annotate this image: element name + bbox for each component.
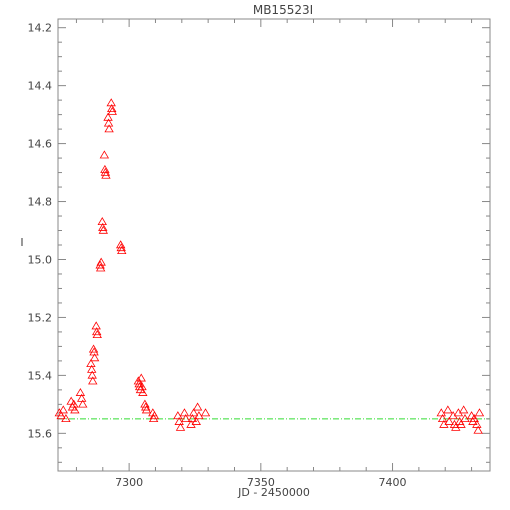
data-point [191,416,201,425]
data-point [91,321,101,330]
data-point [179,408,190,417]
data-point [134,379,144,388]
data-points [54,98,485,434]
data-point [187,414,198,423]
axis-ticks [58,19,490,471]
data-point [443,405,453,414]
data-point [88,344,99,353]
data-point [75,387,86,396]
data-point [100,167,111,176]
data-point [460,414,470,423]
y-tick-label: 15.0 [28,253,53,266]
y-tick-label: 14.4 [28,80,53,93]
data-point [444,416,454,425]
data-point [173,411,183,420]
data-point [101,170,111,179]
data-point [56,411,66,420]
data-point [88,376,98,385]
data-point [133,376,144,385]
data-point [194,411,204,420]
data-point [136,373,146,382]
x-tick-label: 7400 [379,476,407,489]
data-point [106,98,116,107]
data-point [92,327,102,336]
data-point [474,408,485,417]
data-point [200,408,211,417]
data-point [98,225,109,234]
y-tick-label: 14.6 [28,138,53,151]
data-point [436,408,446,417]
data-point [458,405,469,414]
data-point [96,257,106,266]
data-point [473,425,483,434]
y-tick-label: 15.6 [28,427,53,440]
data-point [95,260,105,269]
data-point [107,104,117,113]
y-axis-label: I [20,236,23,249]
data-point [188,408,199,417]
y-tick-label: 14.8 [28,196,53,209]
data-point [107,106,117,115]
data-point [92,330,102,339]
data-point [138,387,148,396]
data-point [117,246,127,254]
data-point [469,414,479,423]
chart-title: MB15523I [253,3,313,17]
data-point [437,414,448,423]
data-point [70,405,80,414]
data-point [181,414,191,423]
y-tick-label: 15.2 [28,311,53,324]
data-point [97,217,107,226]
data-point [104,124,114,133]
x-tick-label: 7300 [115,476,143,489]
data-point [175,422,186,431]
data-point [141,402,151,411]
data-point [174,416,184,425]
data-point [58,405,68,414]
data-point [116,243,126,252]
data-point [456,419,466,428]
x-axis-label: JD - 2450000 [237,486,310,499]
data-point [98,222,108,231]
y-tick-label: 14.2 [28,22,53,35]
data-point [141,405,152,414]
data-point [148,414,159,423]
x-tick-label: 7350 [247,476,275,489]
y-tick-label: 15.4 [28,369,53,382]
data-point [61,414,71,423]
data-point [99,150,110,159]
data-point [192,402,203,411]
data-point [472,419,482,428]
data-point [149,411,160,420]
axis-tick-labels: 7300 7350 7400 14.2 14.4 14.6 14.8 15.0 15.2 15.4… [28,22,407,489]
data-point [78,399,88,408]
data-point [140,399,150,408]
data-point [95,263,106,272]
data-point [89,353,100,362]
